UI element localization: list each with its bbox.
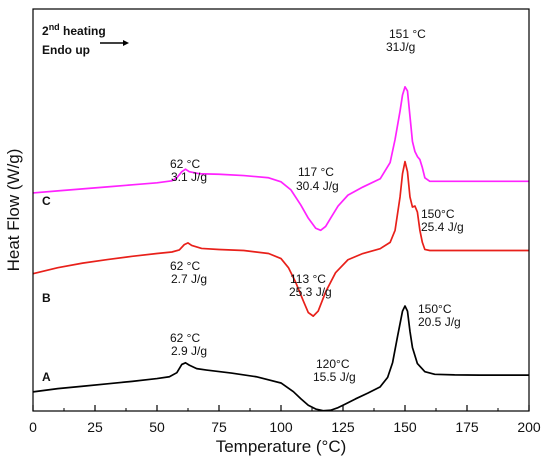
series-b-curve: [32, 160, 529, 317]
y-axis-title: Heat Flow (W/g): [4, 149, 23, 272]
annotation-a-3-value: 20.5 J/g: [418, 315, 461, 329]
x-tick-label-100: 100: [269, 419, 293, 435]
annotation-b-3-value: 25.4 J/g: [421, 220, 464, 234]
annotation-a-2-temp: 120°C: [316, 357, 350, 371]
annotation-a-1-temp: 62 °C: [170, 331, 200, 345]
annotation-b-1-temp: 62 °C: [170, 259, 200, 273]
endo-up-label: Endo up: [42, 43, 90, 57]
annotation-c-3-value: 31J/g: [386, 40, 415, 54]
series-a-label: A: [42, 370, 51, 384]
endo-direction-arrow-head: [123, 40, 129, 46]
x-tick-label-0: 0: [29, 419, 37, 435]
annotation-c-2-temp: 117 °C: [298, 165, 334, 179]
annotation-b-3-temp: 150°C: [421, 207, 455, 221]
heating-label: 2nd heating: [42, 22, 106, 38]
annotation-b-2-value: 25.3 J/g: [289, 285, 332, 299]
series-c-label: C: [42, 194, 51, 208]
annotation-a-2-value: 15.5 J/g: [313, 370, 356, 384]
annotation-c-1-temp: 62 °C: [170, 157, 200, 171]
annotation-c-2-value: 30.4 J/g: [296, 179, 339, 193]
x-axis-ticks: 0 25 50 75 100 125 150 175 200: [29, 405, 541, 435]
annotation-b-1-value: 2.7 J/g: [171, 272, 207, 286]
x-tick-label-175: 175: [455, 419, 479, 435]
x-tick-label-25: 25: [87, 419, 103, 435]
annotation-a-3-temp: 150°C: [418, 302, 452, 316]
x-tick-label-200: 200: [517, 419, 541, 435]
x-tick-label-75: 75: [211, 419, 227, 435]
x-axis-title: Temperature (°C): [216, 437, 347, 456]
x-tick-label-50: 50: [149, 419, 165, 435]
series-c-curve: [32, 86, 529, 232]
annotation-c-3-temp: 151 °C: [389, 27, 426, 41]
annotation-b-2-temp: 113 °C: [290, 272, 326, 286]
x-tick-label-125: 125: [331, 419, 355, 435]
annotation-c-1-value: 3.1 J/g: [171, 170, 207, 184]
x-tick-label-150: 150: [393, 419, 417, 435]
annotation-a-1-value: 2.9 J/g: [171, 344, 207, 358]
series-b-label: B: [42, 291, 51, 305]
